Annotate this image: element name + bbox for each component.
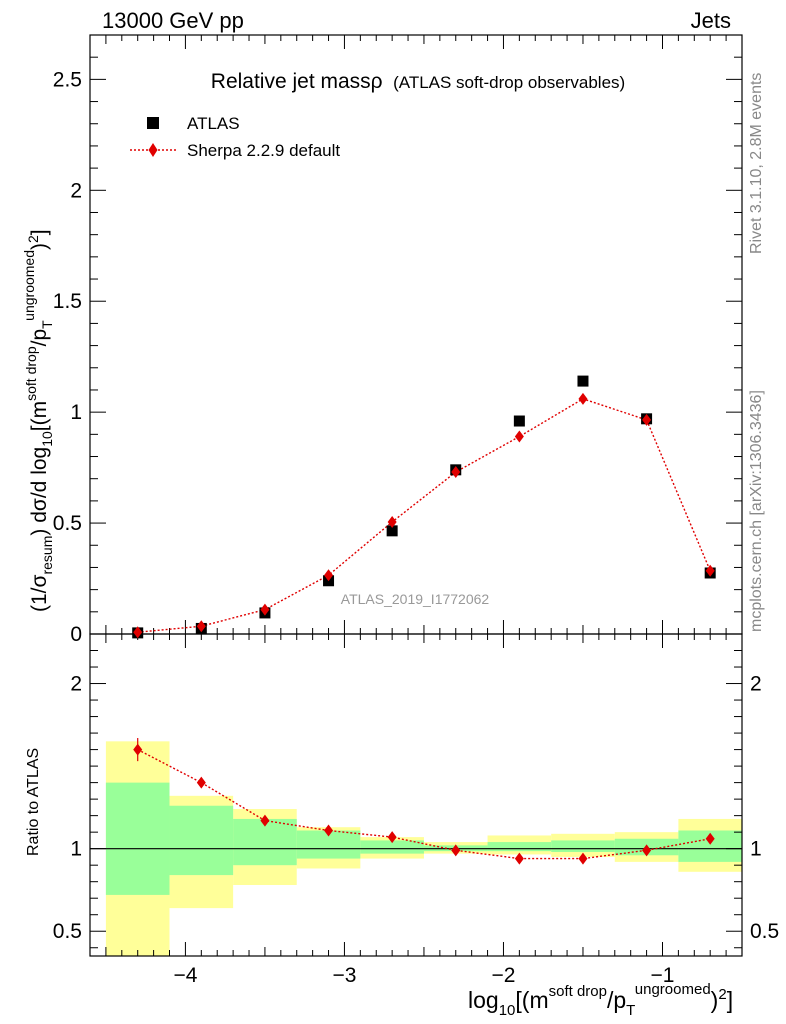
sherpa-ratio-point — [260, 814, 270, 827]
ratio-band-inner — [360, 840, 424, 854]
tick-labels: −4 −3 −2 −1 0 0.5 1 1.5 2 2.5 0.5 0.5 1 1 2 2 — [53, 68, 779, 987]
xlabel-mid3: ) — [711, 987, 719, 1013]
sherpa-ratio-point — [324, 824, 334, 837]
sherpa-point — [451, 466, 461, 479]
ratio-band-inner — [487, 842, 552, 852]
sherpa-point — [578, 392, 588, 405]
ylabel-mid3: /p — [28, 329, 51, 347]
sherpa-point — [514, 430, 524, 443]
ratio-band-inner — [169, 805, 234, 876]
legend-marker-atlas — [147, 117, 159, 129]
side-label-mcplots: mcplots.cern.ch [arXiv:1306.3436] — [748, 390, 765, 632]
x-tick-label: −2 — [491, 964, 515, 987]
sherpa-ratio-point — [514, 852, 524, 865]
xlabel-sup-2: 2 — [718, 986, 726, 1003]
sherpa-ratio-point — [451, 844, 461, 857]
sherpa-ratio-point — [133, 743, 143, 756]
ratio-tick-label-right: 1 — [750, 838, 762, 861]
plot-frames — [89, 34, 743, 957]
ylabel-sub-resum: resum — [39, 536, 55, 575]
sherpa-point — [196, 620, 206, 633]
sherpa-point — [260, 603, 270, 616]
sherpa-ratio-point — [705, 832, 715, 845]
header-left: 13000 GeV pp — [102, 8, 244, 33]
ylabel-mid4: ) — [28, 243, 51, 250]
legend-marker-sherpa — [148, 143, 158, 157]
ylabel-post: ] — [28, 229, 51, 235]
atlas-point — [386, 525, 398, 537]
ratio-tick-label-left: 1 — [70, 838, 82, 861]
ratio-band-inner — [105, 782, 170, 895]
sherpa-ratio-point — [642, 844, 652, 857]
xlabel-mid2: /p — [607, 987, 626, 1013]
ratio-tick-label-right: 0.5 — [750, 920, 779, 943]
y-tick-label: 1.5 — [53, 290, 82, 313]
ratio-y-axis-label: Ratio to ATLAS — [25, 748, 42, 856]
xlabel-mid: [(m — [515, 987, 548, 1013]
ylabel-sub-10: 10 — [39, 431, 55, 447]
xlabel-sub-10: 10 — [499, 1002, 516, 1019]
sherpa-point — [133, 626, 143, 639]
ratio-band-inner — [551, 840, 615, 852]
legend-label-sherpa: Sherpa 2.2.9 default — [187, 141, 340, 160]
xlabel-pre: log — [468, 987, 499, 1013]
sherpa-line — [137, 398, 711, 633]
ratio-tick-label-left: 2 — [70, 673, 82, 696]
watermark: ATLAS_2019_I1772062 — [341, 591, 490, 607]
y-tick-label: 2.5 — [53, 68, 82, 91]
data-points — [132, 375, 716, 865]
ratio-tick-label-left: 0.5 — [53, 920, 82, 943]
sherpa-ratio-point — [387, 831, 397, 844]
xlabel-sub-t: T — [626, 1002, 635, 1019]
y-tick-label: 1 — [70, 401, 82, 424]
ratio-tick-label-right: 2 — [750, 673, 762, 696]
sherpa-ratio-point — [196, 776, 206, 789]
ylabel-sup-2: 2 — [25, 235, 41, 243]
xlabel-sup-ungroomed: ungroomed — [635, 981, 711, 998]
legend-label-atlas: ATLAS — [187, 114, 240, 133]
axis-ticks — [90, 34, 743, 956]
series-lines — [137, 398, 711, 860]
ylabel-mid2: [(m — [28, 401, 51, 431]
sherpa-point — [324, 569, 334, 582]
y-tick-label: 0 — [70, 623, 82, 646]
header-right: Jets — [691, 8, 731, 33]
plot-title-sub: (ATLAS soft-drop observables) — [393, 73, 625, 92]
sherpa-point — [642, 413, 652, 426]
x-tick-label: −1 — [651, 964, 675, 987]
x-tick-label: −4 — [173, 964, 197, 987]
ratio-plot-frame — [89, 633, 743, 957]
sherpa-point — [705, 564, 715, 577]
x-axis-label: log10[(msoft drop/pTungroomed)2] — [468, 981, 733, 1019]
ylabel-mid: ) dσ/d log — [28, 447, 51, 536]
plot-title-main: Relative jet massρ — [211, 70, 383, 93]
plot-title: Relative jet massρ (ATLAS soft-drop obse… — [211, 70, 625, 93]
y-tick-label: 2 — [70, 179, 82, 202]
atlas-point — [513, 415, 525, 427]
xlabel-post: ] — [727, 987, 733, 1013]
y-tick-label: 0.5 — [53, 512, 82, 535]
ylabel-sup-softdrop: soft drop — [23, 346, 39, 401]
xlabel-sup-softdrop: soft drop — [549, 983, 607, 1000]
ylabel-sub-t: T — [39, 320, 55, 329]
side-label-rivet: Rivet 3.1.10, 2.8M events — [748, 73, 765, 254]
sherpa-point — [387, 515, 397, 528]
ylabel-pre: (1/σ — [28, 574, 51, 612]
ylabel-sup-ungroomed: ungroomed — [21, 250, 37, 321]
y-axis-label: (1/σresum) dσ/d log10[(msoft drop/pTungr… — [21, 229, 55, 612]
ratio-band-inner — [233, 818, 297, 866]
x-tick-label: −3 — [332, 964, 356, 987]
atlas-point — [577, 375, 589, 387]
sherpa-ratio-point — [578, 852, 588, 865]
sherpa-ratio-line — [137, 748, 711, 860]
